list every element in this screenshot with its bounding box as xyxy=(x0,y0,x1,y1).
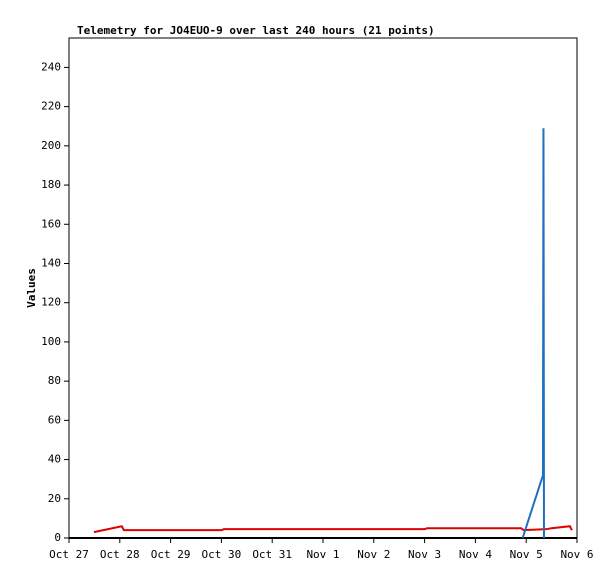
x-tick-label: Nov 2 xyxy=(357,548,390,561)
x-tick-label: Oct 31 xyxy=(252,548,292,561)
y-tick-label: 0 xyxy=(54,531,61,544)
x-tick-label: Oct 28 xyxy=(100,548,140,561)
x-tick-label: Oct 29 xyxy=(151,548,191,561)
plot-frame xyxy=(68,37,578,539)
data-line xyxy=(93,525,573,534)
chart-title: Telemetry for JO4EUO-9 over last 240 hou… xyxy=(77,24,435,37)
y-tick-label: 100 xyxy=(41,335,61,348)
x-tick-label: Nov 3 xyxy=(408,548,441,561)
y-tick-label: 60 xyxy=(48,413,61,426)
y-tick-label: 220 xyxy=(41,100,61,113)
y-tick-label: 20 xyxy=(48,492,61,505)
x-tick-label: Oct 30 xyxy=(202,548,242,561)
y-tick-label: 240 xyxy=(41,60,61,73)
x-tick-label: Nov 5 xyxy=(510,548,543,561)
x-tick-label: Nov 6 xyxy=(560,548,593,561)
y-tick-label: 160 xyxy=(41,217,61,230)
x-tick-label: Oct 27 xyxy=(49,548,89,561)
y-tick-label: 120 xyxy=(41,296,61,309)
x-tick-label: Nov 1 xyxy=(306,548,339,561)
y-tick-label: 80 xyxy=(48,374,61,387)
y-tick-label: 180 xyxy=(41,178,61,191)
y-axis-label: Values xyxy=(25,268,38,308)
y-tick-label: 40 xyxy=(48,453,61,466)
x-tick-label: Nov 4 xyxy=(459,548,492,561)
y-tick-label: 140 xyxy=(41,256,61,269)
data-line xyxy=(521,128,545,539)
y-tick-label: 200 xyxy=(41,139,61,152)
